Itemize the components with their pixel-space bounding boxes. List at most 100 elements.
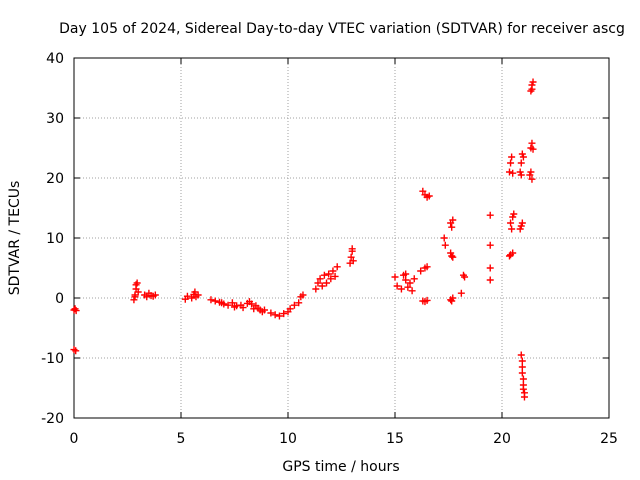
- data-point: [448, 223, 456, 231]
- y-tick-label: -10: [41, 351, 64, 367]
- data-point: [461, 273, 469, 281]
- data-point: [519, 153, 527, 161]
- data-point: [449, 216, 457, 224]
- data-point: [517, 171, 525, 179]
- x-tick-label: 0: [70, 431, 79, 447]
- data-point: [327, 275, 335, 283]
- data-point: [425, 192, 433, 200]
- data-point: [527, 168, 535, 176]
- data-point: [508, 153, 516, 161]
- data-point: [143, 293, 151, 301]
- data-point: [320, 271, 328, 279]
- data-point: [323, 279, 331, 287]
- data-point: [510, 210, 518, 218]
- data-point: [505, 168, 513, 176]
- tick-labels: 0 5 10 15 20 25 -20 -10 0 10 20 30 40: [41, 51, 618, 447]
- data-point: [423, 263, 431, 271]
- chart-title: Day 105 of 2024, Sidereal Day-to-day VTE…: [59, 21, 625, 37]
- data-point: [267, 309, 275, 317]
- data-point: [271, 311, 279, 319]
- data-point: [516, 225, 524, 233]
- data-point: [448, 252, 456, 260]
- data-point: [528, 139, 536, 147]
- x-tick-label: 20: [493, 431, 511, 447]
- data-point: [333, 263, 341, 271]
- x-axis-label: GPS time / hours: [282, 459, 399, 475]
- data-point: [211, 297, 219, 305]
- data-point: [529, 145, 537, 153]
- data-point: [347, 253, 355, 261]
- data-point: [519, 385, 527, 393]
- x-tick-label: 15: [386, 431, 404, 447]
- data-point: [528, 175, 536, 183]
- data-point: [131, 293, 139, 301]
- data-point: [207, 296, 215, 304]
- data-point: [449, 253, 457, 261]
- data-point: [486, 264, 494, 272]
- data-point: [457, 289, 465, 297]
- data-point: [419, 187, 427, 195]
- data-point: [275, 312, 283, 320]
- data-point: [239, 304, 247, 312]
- data-point: [507, 159, 515, 167]
- data-point: [151, 291, 159, 299]
- data-point: [194, 291, 202, 299]
- data-point: [528, 85, 536, 93]
- data-point: [331, 272, 339, 280]
- data-point: [441, 241, 449, 249]
- y-axis-label: SDTVAR / TECUs: [7, 181, 23, 296]
- y-tick-label: 10: [46, 231, 64, 247]
- plot-frame: [73, 57, 610, 419]
- data-point: [397, 285, 405, 293]
- data-point: [290, 301, 298, 309]
- grid-lines: [74, 58, 609, 418]
- data-point: [318, 282, 326, 290]
- data-point: [404, 283, 412, 291]
- data-point: [72, 347, 80, 355]
- y-tick-label: -20: [41, 411, 64, 427]
- x-tick-label: 5: [177, 431, 186, 447]
- data-point: [349, 257, 357, 265]
- data-point: [295, 299, 303, 307]
- data-point: [286, 305, 294, 313]
- data-point: [188, 294, 196, 302]
- data-point: [517, 351, 525, 359]
- data-point: [402, 270, 410, 278]
- data-point: [518, 369, 526, 377]
- data-point: [517, 159, 525, 167]
- data-point: [509, 249, 517, 257]
- y-tick-label: 40: [46, 51, 64, 67]
- data-point: [410, 275, 418, 283]
- y-tick-label: 30: [46, 111, 64, 127]
- data-point: [220, 300, 228, 308]
- data-point: [228, 299, 236, 307]
- y-tick-label: 0: [55, 291, 64, 307]
- data-point: [132, 281, 140, 289]
- data-point: [529, 78, 537, 86]
- data-point: [507, 219, 515, 227]
- data-points: [70, 78, 537, 401]
- data-point: [248, 300, 256, 308]
- data-point: [518, 363, 526, 371]
- data-point: [448, 297, 456, 305]
- data-point: [417, 267, 425, 275]
- data-point: [486, 211, 494, 219]
- data-point: [224, 301, 232, 309]
- data-point: [393, 282, 401, 290]
- data-point: [486, 276, 494, 284]
- data-point: [280, 310, 288, 318]
- x-tick-label: 10: [279, 431, 297, 447]
- data-point: [508, 225, 516, 233]
- data-point: [408, 287, 416, 295]
- x-tick-label: 25: [600, 431, 618, 447]
- data-point: [423, 296, 431, 304]
- data-point: [72, 307, 80, 315]
- data-point: [519, 375, 527, 383]
- data-point: [402, 276, 410, 284]
- data-point: [312, 285, 320, 293]
- y-tick-label: 20: [46, 171, 64, 187]
- data-point: [329, 267, 337, 275]
- data-point: [348, 245, 356, 253]
